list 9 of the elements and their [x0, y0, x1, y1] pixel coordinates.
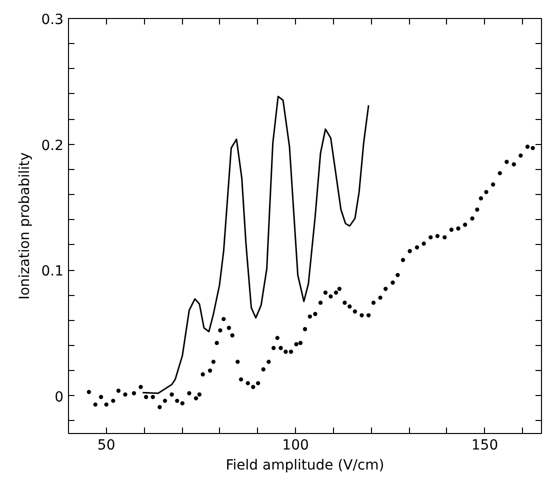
x-tick-label: 150	[471, 438, 498, 454]
x-tick-label: 100	[282, 438, 309, 454]
x-tick-label: 50	[97, 438, 116, 454]
y-tick-label: 0	[54, 389, 64, 406]
x-axis-title: Field amplitude (V/cm)	[226, 458, 384, 474]
y-tick-label: 0.1	[41, 264, 64, 280]
y-tick-label: 0.3	[41, 12, 64, 28]
y-axis-title: Ionization probability	[17, 152, 34, 300]
y-tick-label: 0.2	[41, 138, 64, 154]
